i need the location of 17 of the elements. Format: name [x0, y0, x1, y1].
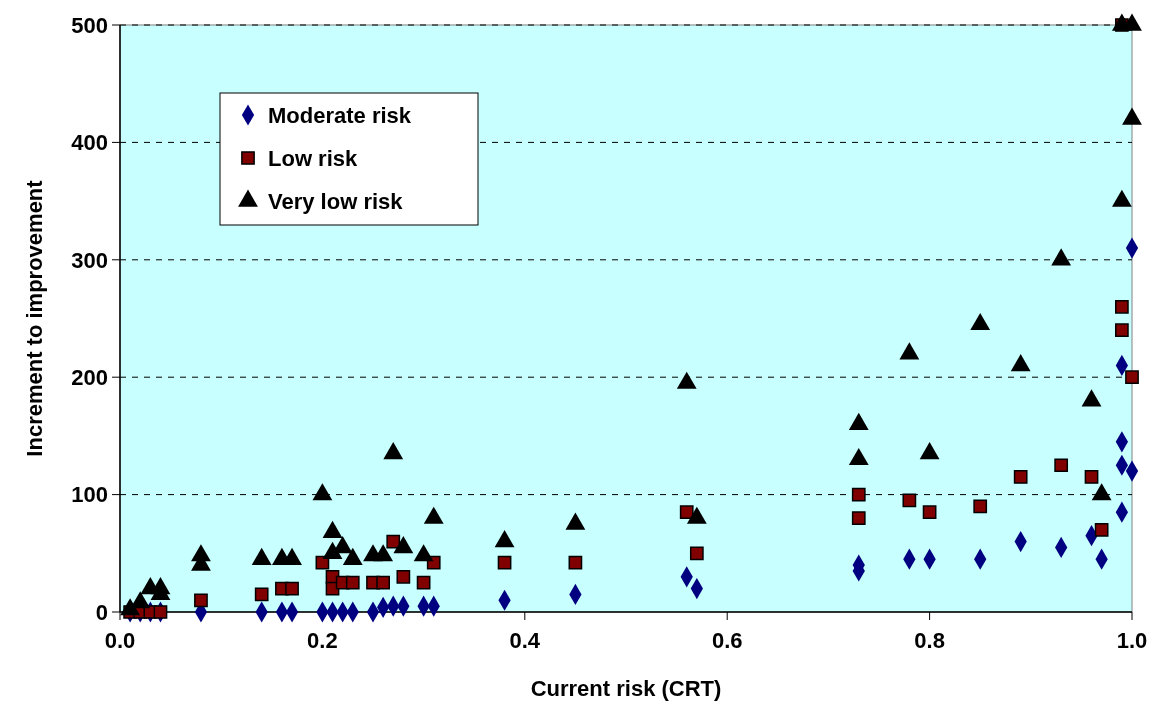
x-tick-label: 0.0 — [104, 628, 136, 653]
y-axis-title: Increment to improvement — [22, 179, 47, 457]
legend-label: Moderate risk — [268, 102, 412, 128]
y-tick-label: 300 — [71, 247, 108, 273]
x-tick-label: 0.4 — [509, 628, 541, 653]
legend-label: Very low risk — [268, 188, 404, 214]
x-tick-label: 0.2 — [307, 628, 338, 653]
y-tick-label: 200 — [71, 364, 108, 390]
x-tick-label: 0.8 — [914, 628, 945, 653]
y-tick-label: 100 — [71, 482, 108, 508]
legend-label: Low risk — [268, 145, 359, 171]
y-tick-label: 400 — [71, 130, 108, 156]
y-tick-label: 0 — [95, 599, 108, 625]
y-tick-label: 500 — [71, 12, 108, 38]
x-tick-label: 0.6 — [711, 628, 743, 653]
x-axis-title: Current risk (CRT) — [530, 676, 722, 701]
x-tick-label: 1.0 — [1116, 628, 1148, 653]
